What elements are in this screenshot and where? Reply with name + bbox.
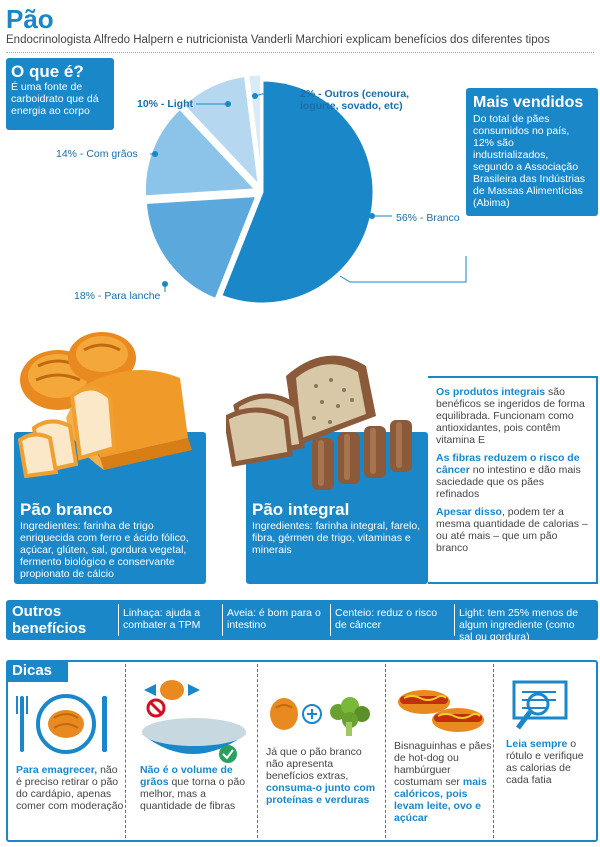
page-subtitle: Endocrinologista Alfredo Halpern e nutri… (6, 34, 550, 46)
tip-1: Para emagrecer, não é preciso retirar o … (8, 664, 126, 838)
tip-1-bold: Para emagrecer, (16, 764, 98, 776)
benefit-centeio: Centeio: reduz o risco de câncer (330, 604, 452, 636)
tip-4-text: Bisnaguinhas e pães de hot-dog ou hambúr… (394, 740, 492, 824)
other-benefits-bar: Outros benefícios Linhaça: ajuda a comba… (6, 600, 598, 643)
pie-slice-light (180, 73, 262, 191)
pie-chart (142, 72, 467, 306)
whole-bread-notes: Os produtos integrais são benéficos se i… (428, 376, 598, 584)
tip-2-rest: que torna o pão melhor, mas a quantidade… (140, 776, 246, 812)
whole-note-1-text: são benéficos se ingeridos de forma equi… (436, 386, 585, 446)
tip-4-rest: Bisnaguinhas e pães de hot-dog ou hambúr… (394, 740, 492, 788)
whole-bread-title: Pão integral (252, 500, 350, 519)
whole-note-1: Os produtos integrais são benéficos se i… (436, 386, 588, 446)
tip-1-rest: não é preciso retirar o pão do cardápio,… (16, 764, 124, 812)
page-title: Pão (6, 4, 54, 34)
tip-3-text: Já que o pão branco não apresenta benefí… (266, 746, 382, 806)
best-sellers-text: Do total de pães consumidos no país, 12%… (473, 113, 586, 209)
bread-plus-vegetables-icon (270, 697, 370, 736)
whole-note-2-text: no intestino e dão mais saciedade que os… (436, 464, 581, 500)
tip-4: Bisnaguinhas e pães de hot-dog ou hambúr… (386, 664, 494, 838)
whole-note-3: Apesar disso, podem ter a mesma quantida… (436, 506, 588, 554)
divider (6, 52, 594, 53)
whole-bread-illustration (226, 355, 412, 490)
tip-5: Leia sempre o rótulo e verifique as calo… (494, 664, 596, 838)
what-is-title: O que é? (11, 62, 84, 81)
benefit-linhaca: Linhaça: ajuda a combater a TPM (118, 604, 220, 636)
tip-3-bold: consuma-o junto com proteínas e verduras (266, 782, 376, 806)
pie-leaders (150, 93, 467, 292)
pie-label-branco: 56% - Branco (396, 212, 460, 224)
white-bread-title: Pão branco (20, 500, 113, 519)
best-sellers-title: Mais vendidos (473, 94, 584, 111)
pie-slices (142, 72, 376, 306)
whole-note-3-bold: Apesar disso (436, 506, 502, 518)
tip-2: Não é o volume de grãos que torna o pão … (126, 664, 258, 838)
tip-5-text: Leia sempre o rótulo e verifique as calo… (506, 738, 592, 786)
white-bread-illustration (17, 332, 192, 478)
pie-dots (152, 93, 375, 287)
grain-bowl-icon (142, 680, 246, 763)
tip-3: Já que o pão branco não apresenta benefí… (258, 664, 386, 838)
whole-note-2: As fibras reduzem o risco de câncer no i… (436, 452, 588, 500)
tip-4-bold: mais calóricos, pois levam leite, ovo e … (394, 776, 487, 824)
white-bread-text: Ingredientes: farinha de trigo enriqueci… (20, 520, 189, 580)
tip-5-bold: Leia sempre (506, 738, 568, 750)
pie-slice-lanche (143, 193, 260, 302)
pie-label-outros: 2% - Outros (cenoura, iogurte, sovado, e… (300, 88, 410, 112)
tip-1-text: Para emagrecer, não é preciso retirar o … (16, 764, 126, 812)
benefit-light: Light: tem 25% menos de algum ingredient… (454, 604, 594, 643)
tip-5-rest: o rótulo e verifique as calorias de cada… (506, 738, 584, 786)
other-benefits-title: Outros benefícios (12, 603, 87, 637)
tips-title: Dicas (6, 660, 68, 682)
best-sellers-box: Mais vendidos Do total de pães consumido… (466, 88, 598, 216)
pie-slice-graos (142, 106, 260, 199)
pie-slice-outros (245, 72, 264, 187)
tip-2-text: Não é o volume de grãos que torna o pão … (140, 764, 254, 812)
pie-label-lanche: 18% - Para lanche (74, 290, 161, 302)
whole-note-1-bold: Os produtos integrais (436, 386, 546, 398)
pie-slice-branco (218, 78, 376, 306)
magnifier-label-icon (512, 680, 568, 730)
whole-note-3-text: , podem ter a mesma quantidade de calori… (436, 506, 588, 554)
what-is-text: É uma fonte de carboidrato que dá energi… (11, 81, 99, 117)
tip-3-rest: Já que o pão branco não apresenta benefí… (266, 746, 362, 782)
hotdog-icon (398, 690, 484, 732)
whole-note-2-bold: As fibras reduzem o risco de câncer (436, 452, 580, 476)
whole-bread-text: Ingredientes: farinha integral, farelo, … (252, 520, 421, 556)
tip-2-bold: Não é o volume de grãos (140, 764, 233, 788)
pie-label-light: 10% - Light (137, 98, 194, 110)
pie-label-graos: 14% - Com grãos (56, 148, 138, 160)
plate-bread-icon (16, 694, 107, 754)
what-is-box: O que é? É uma fonte de carboidrato que … (6, 58, 114, 130)
tips-frame (6, 660, 598, 842)
benefit-aveia: Aveia: é bom para o intestino (222, 604, 328, 636)
